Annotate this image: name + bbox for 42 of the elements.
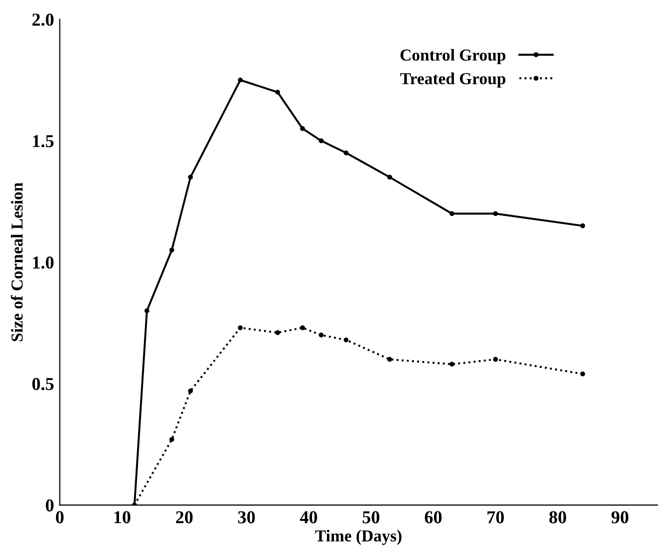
- point: [450, 211, 454, 216]
- point: [344, 337, 349, 342]
- point: [387, 356, 392, 362]
- x-tick-label: 40: [300, 511, 318, 524]
- point: [318, 138, 324, 144]
- point: [188, 388, 193, 394]
- y-tick-label: 0: [46, 499, 54, 512]
- x-tick-label: 80: [549, 511, 566, 524]
- legend-label: Treated Group: [400, 72, 506, 88]
- point: [144, 308, 150, 314]
- x-axis-title: Time (Days): [315, 530, 402, 545]
- point: [318, 332, 324, 338]
- x-tick-label: 90: [611, 511, 628, 524]
- y-tick-label: 0.5: [32, 378, 54, 390]
- point: [238, 325, 243, 330]
- x-tick-label: 10: [114, 511, 130, 524]
- point: [493, 211, 498, 216]
- point: [275, 330, 280, 336]
- point: [300, 325, 305, 330]
- point: [580, 371, 586, 376]
- point: [275, 90, 280, 95]
- point: [344, 150, 349, 156]
- y-tick-label: 1.5: [33, 135, 54, 148]
- x-tick-label: 20: [176, 511, 193, 524]
- x-tick-label: 0: [56, 511, 64, 524]
- point: [238, 78, 243, 82]
- point: [387, 174, 392, 180]
- x-tick-label: 60: [424, 511, 442, 524]
- point: [300, 126, 305, 132]
- point: [450, 362, 454, 367]
- y-axis-title: Size of Corneal Lesion: [10, 182, 23, 342]
- x-tick-label: 50: [362, 511, 380, 524]
- point: [169, 437, 174, 442]
- point: [188, 174, 193, 180]
- x-tick-label: 30: [238, 511, 255, 524]
- point: [169, 248, 174, 252]
- y-tick-label: 1.0: [33, 256, 54, 269]
- point: [493, 356, 498, 362]
- legend-label: Control Group: [400, 48, 506, 64]
- x-tick-label: 70: [488, 511, 504, 524]
- y-tick-label: 2.0: [32, 14, 54, 26]
- point: [580, 223, 586, 228]
